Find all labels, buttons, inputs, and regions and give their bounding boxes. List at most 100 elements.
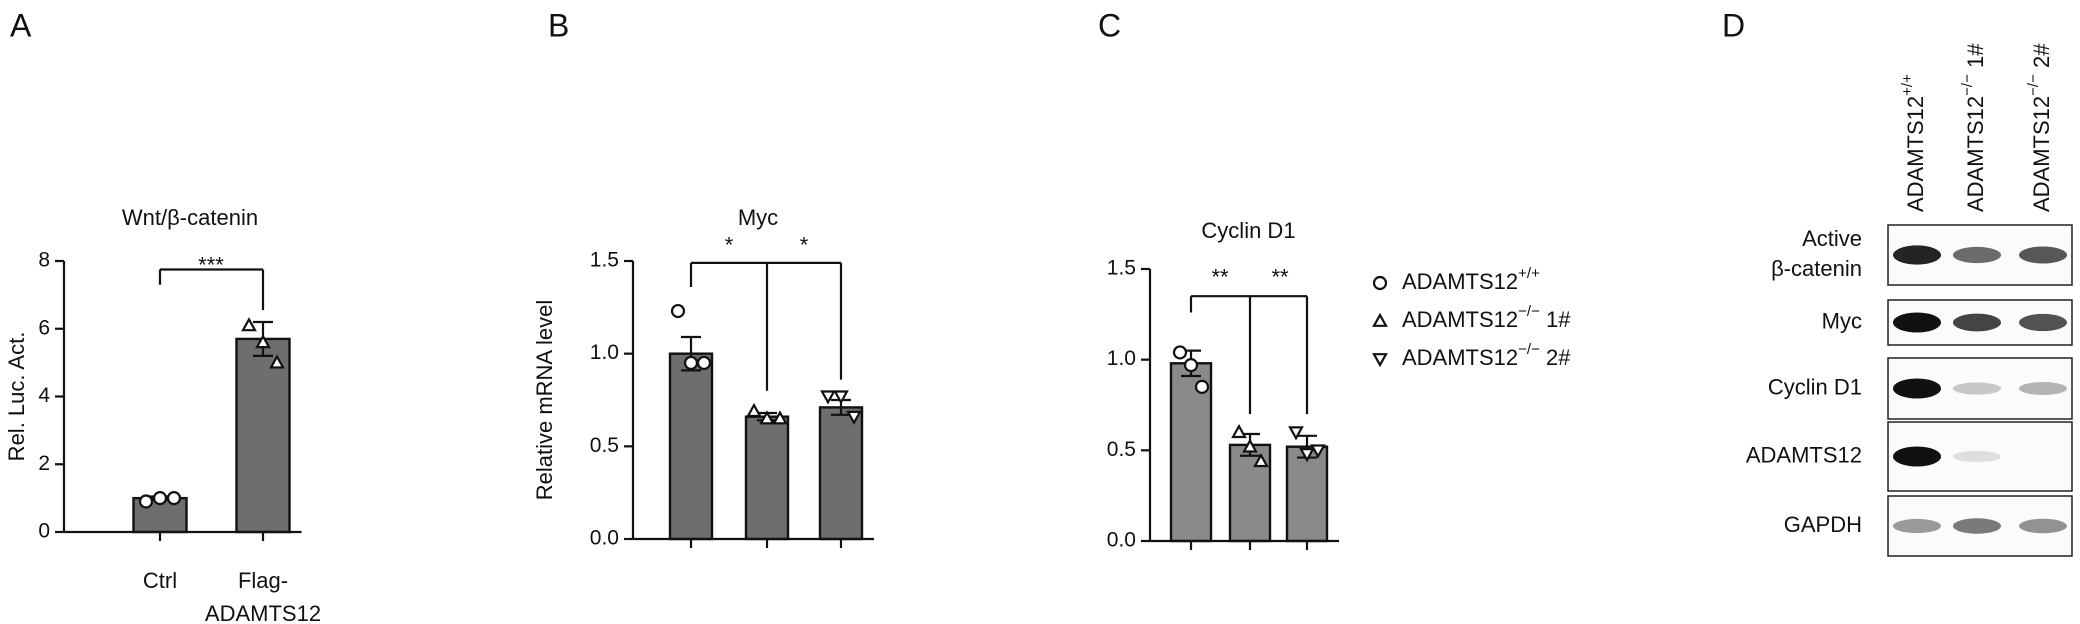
y-tick-label: 4	[38, 384, 50, 407]
data-point	[1372, 312, 1388, 327]
significance-label: *	[725, 232, 734, 257]
data-point	[1231, 423, 1247, 439]
lane-label-text: ADAMTS12	[1903, 96, 1928, 212]
panel-letter: C	[1098, 7, 1121, 43]
data-point	[1172, 345, 1188, 360]
significance-bracket	[1189, 295, 1309, 415]
blot-band	[1953, 450, 2001, 463]
blot-band	[1953, 246, 2001, 264]
data-point	[670, 303, 686, 319]
bar	[1285, 445, 1329, 543]
y-axis-label: Rel. Luc. Act.	[4, 332, 29, 462]
data-point	[138, 494, 154, 509]
legend-label-sup: −/−	[1518, 341, 1540, 358]
data-point	[1372, 353, 1388, 368]
row-label: ADAMTS12	[1746, 442, 1862, 467]
blot-band	[2019, 382, 2067, 395]
data-point	[241, 317, 257, 332]
data-point	[166, 491, 182, 506]
bar	[818, 406, 864, 541]
lane-label-suffix: 1#	[1963, 43, 1988, 74]
blot-band	[1893, 446, 1941, 467]
x-tick-label: Flag-	[238, 568, 288, 593]
y-tick-label: 6	[38, 316, 50, 339]
lane-label: ADAMTS12−/− 2#	[2025, 43, 2053, 212]
blot-band	[1953, 518, 2001, 534]
data-point	[820, 390, 836, 405]
significance-bracket	[689, 261, 843, 391]
blot-band	[1893, 378, 1941, 399]
y-tick-label: 0.0	[1107, 529, 1136, 552]
legend-label-sup: −/−	[1518, 303, 1540, 320]
blot-band	[1953, 313, 2001, 332]
legend-label-text: ADAMTS12	[1402, 345, 1518, 370]
legend-label: ADAMTS12−/− 2#	[1402, 341, 1571, 369]
data-point	[1194, 379, 1210, 394]
legend-label-text: ADAMTS12	[1402, 269, 1518, 294]
y-tick-label: 1.0	[590, 341, 619, 364]
legend-label-sup: +/+	[1518, 265, 1540, 282]
y-axis-label: Relative mRNA level	[532, 300, 557, 501]
blot-band	[2019, 313, 2067, 332]
lane-label: ADAMTS12+/+	[1899, 74, 1927, 212]
chart-title: Cyclin D1	[1201, 218, 1295, 243]
legend-label-suffix: 2#	[1540, 345, 1571, 370]
row-label: β-catenin	[1771, 256, 1862, 281]
y-tick-label: 0.5	[1107, 438, 1136, 461]
data-point	[1310, 444, 1326, 459]
y-tick-label: 0.0	[590, 527, 619, 550]
x-tick-label: ADAMTS12	[205, 601, 321, 624]
lane-label-text: ADAMTS12	[1963, 96, 1988, 212]
bar	[668, 352, 714, 541]
data-point	[1288, 426, 1304, 441]
chart-title: Wnt/β-catenin	[122, 205, 258, 230]
data-point	[1242, 438, 1258, 453]
y-tick-label: 1.5	[590, 249, 619, 272]
legend-label-text: ADAMTS12	[1402, 307, 1518, 332]
data-point	[255, 334, 271, 349]
data-point	[1372, 275, 1388, 291]
x-tick-label: Ctrl	[143, 568, 177, 593]
significance-label: **	[1211, 264, 1229, 289]
blot-band	[1893, 312, 1941, 333]
blot-band	[2019, 518, 2067, 534]
row-label: Cyclin D1	[1768, 374, 1862, 399]
row-label: GAPDH	[1784, 512, 1862, 537]
blot-band	[1953, 382, 2001, 395]
bar	[235, 337, 291, 534]
legend-label: ADAMTS12+/+	[1402, 265, 1540, 293]
chart-title: Myc	[738, 205, 778, 230]
data-point	[1253, 452, 1269, 468]
data-point	[846, 410, 862, 425]
lane-label-sup: −/−	[1959, 74, 1976, 96]
data-point	[759, 410, 775, 425]
blot-band	[1893, 245, 1941, 265]
y-tick-label: 1.0	[1107, 347, 1136, 370]
data-point	[1299, 448, 1315, 463]
lane-label-text: ADAMTS12	[2029, 96, 2054, 212]
panel-letter: A	[10, 7, 32, 43]
significance-label: **	[1271, 264, 1289, 289]
y-tick-label: 8	[38, 249, 50, 272]
lane-label: ADAMTS12−/− 1#	[1959, 43, 1987, 212]
row-label: Active	[1802, 226, 1862, 251]
panel-letter: B	[548, 7, 569, 43]
y-tick-label: 1.5	[1107, 257, 1136, 280]
data-point	[696, 355, 712, 371]
lane-label-sup: +/+	[1899, 74, 1916, 96]
lane-label-suffix: 2#	[2029, 43, 2054, 74]
blot-band	[1893, 518, 1941, 534]
y-tick-label: 0.5	[590, 434, 619, 457]
bar	[744, 415, 790, 541]
legend-label: ADAMTS12−/− 1#	[1402, 303, 1571, 331]
lane-label-sup: −/−	[2025, 74, 2042, 96]
y-tick-label: 2	[38, 452, 50, 475]
legend-label-suffix: 1#	[1540, 307, 1571, 332]
data-point	[1183, 358, 1199, 373]
panel-letter: D	[1722, 7, 1745, 43]
data-point	[269, 354, 285, 369]
y-tick-label: 0	[38, 520, 50, 543]
data-point	[746, 402, 762, 418]
data-point	[152, 491, 168, 506]
